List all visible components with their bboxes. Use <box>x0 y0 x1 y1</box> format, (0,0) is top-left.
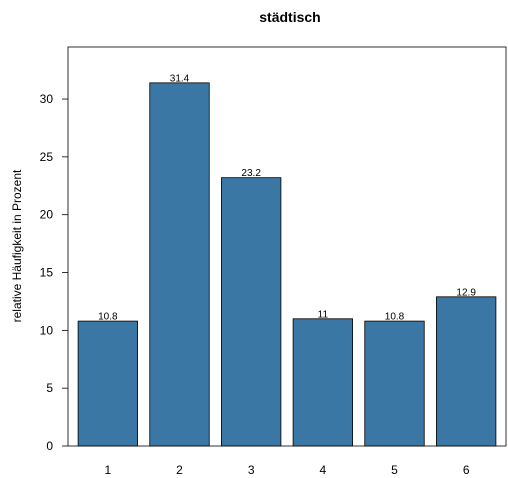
y-tick-label: 25 <box>40 150 54 164</box>
bar-value-label: 11 <box>318 309 329 320</box>
y-axis: 0 5 10 15 20 25 30 <box>40 92 68 453</box>
y-tick-label: 10 <box>40 323 54 337</box>
y-tick-label: 0 <box>46 439 53 453</box>
bar-6 <box>436 296 497 447</box>
x-tick-label: 5 <box>391 463 398 477</box>
bar-2 <box>149 82 210 447</box>
bar-5 <box>364 320 425 447</box>
bar-value-label: 10.8 <box>98 312 118 323</box>
y-tick-label: 20 <box>40 208 54 222</box>
bars-group <box>77 82 497 447</box>
y-tick-label: 15 <box>40 266 54 280</box>
y-tick-label: 30 <box>40 92 54 106</box>
x-tick-label: 3 <box>248 463 255 477</box>
bar-value-label: 31.4 <box>170 73 190 84</box>
bar-3 <box>221 177 282 447</box>
x-axis: 1 2 3 4 5 6 <box>104 463 469 477</box>
bar-value-label: 10.8 <box>385 312 405 323</box>
y-axis-label: relative Häufigkeit in Prozent <box>10 169 24 322</box>
bar-value-label: 12.9 <box>456 287 476 298</box>
bar-value-label: 23.2 <box>241 168 261 179</box>
x-tick-label: 4 <box>319 463 326 477</box>
y-tick-label: 5 <box>46 381 53 395</box>
bar-4 <box>292 318 353 447</box>
x-tick-label: 2 <box>176 463 183 477</box>
chart-title: städtisch <box>259 9 320 25</box>
plot-frame <box>67 46 507 447</box>
bar-labels-group: 10.8 31.4 23.2 11 10.8 12.9 <box>98 73 476 322</box>
bar-1 <box>77 320 138 447</box>
x-tick-label: 1 <box>104 463 111 477</box>
x-tick-label: 6 <box>463 463 470 477</box>
